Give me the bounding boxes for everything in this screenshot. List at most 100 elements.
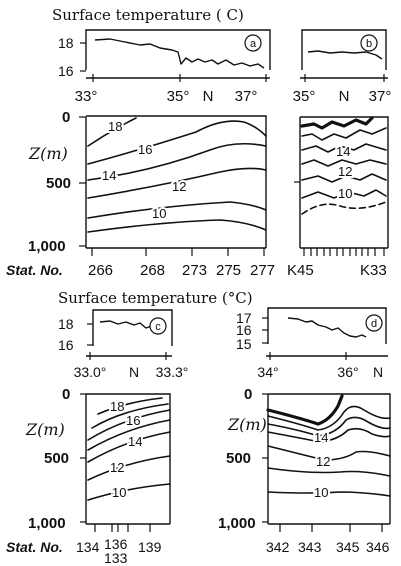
panel-d-isotherm-3 (267, 427, 391, 443)
panel-b-depth-section: 14 12 10 (294, 116, 389, 248)
panel-d-badge-label: d (371, 318, 377, 330)
panel-c-station-label-139: 139 (138, 539, 162, 555)
panel-c-depth-section: 0 Z(m) 500 1,000 18 16 14 12 10 (25, 386, 171, 532)
panel-d-isotherm-10 (267, 491, 391, 497)
panel-d-station-label-343: 343 (298, 539, 322, 555)
panel-d-lon-label-n: N (373, 364, 383, 380)
panel-b-badge-label: b (366, 38, 372, 50)
panel-d-contour-label-12: 12 (316, 454, 330, 469)
panel-a-station-axis: Stat. No. 266 268 273 275 277 (6, 247, 275, 279)
panel-b-surface-strip: b (301, 29, 387, 70)
panel-d-surface-frame (267, 307, 387, 344)
panel-b-isotherm-2 (301, 143, 387, 153)
panel-c-contour-label-10: 10 (112, 485, 126, 500)
panel-c-depth-label-1000: 1,000 (28, 515, 66, 532)
panel-d-surface-label-15: 15 (236, 336, 252, 352)
panel-d-contour-label-14: 14 (314, 430, 328, 445)
panel-a-contour-label-18: 18 (108, 119, 122, 134)
panel-b-lon-label-35: 35° (293, 88, 316, 105)
panel-d-isotherm-12 (267, 445, 391, 461)
panel-a-surface-label-16: 16 (58, 63, 74, 79)
panel-a-isotherm-10a (87, 201, 267, 219)
panel-c-surface-temperature-trace (99, 320, 159, 329)
panel-d-surface-label-17: 17 (236, 310, 252, 326)
panel-a-contour-label-12: 12 (172, 179, 186, 194)
panel-c-station-axis-title: Stat. No. (6, 539, 63, 555)
panel-b-badge (360, 34, 378, 52)
panel-c-surface-label-16: 16 (58, 337, 74, 353)
panel-d-isotherm-surface (266, 394, 344, 426)
panel-a-station-label-266: 266 (88, 262, 113, 279)
panel-d-depth-label-0: 0 (244, 386, 252, 403)
panel-c-station-label-133: 133 (104, 550, 128, 566)
panel-a-isotherm-14 (87, 142, 267, 181)
panel-d-isotherm-2 (267, 416, 391, 437)
panel-a-surface-frame (85, 29, 271, 70)
panel-c-section-frame (85, 393, 171, 524)
panel-a-lon-label-33: 33° (75, 88, 98, 105)
panel-a-longitude-axis: 33° 35° N 37° (75, 74, 270, 105)
panel-d-badge (365, 314, 383, 332)
panel-c-station-label-136: 136 (104, 536, 128, 552)
panel-a-surface-label-18: 18 (58, 35, 74, 51)
panel-a-isotherm-16 (87, 120, 267, 165)
panel-b-isotherm-4 (301, 173, 387, 183)
panel-b-isotherm-3 (301, 159, 387, 167)
panel-a-station-label-277: 277 (250, 262, 275, 279)
panel-c-lon-label-33-3: 33.3° (156, 364, 189, 380)
panel-a-lon-label-35: 35° (167, 88, 190, 105)
panel-c-badge-label: c (155, 321, 161, 333)
panel-a-station-label-275: 275 (216, 262, 241, 279)
panel-a-station-axis-title: Stat. No. (6, 262, 63, 278)
panel-a-station-label-268: 268 (140, 262, 165, 279)
panel-c-isotherm-15 (87, 419, 171, 451)
panel-d-isotherm-11 (267, 467, 391, 477)
panel-c-longitude-axis: 33.0° N 33.3° (74, 352, 189, 380)
panel-d-depth-section: 0 Z(m) 500 1,000 14 12 10 (218, 386, 391, 532)
panel-c-surface-frame (92, 309, 173, 346)
panel-a-depth-section: 0 Z(m) 500 1,000 18 16 14 12 10 (28, 109, 267, 255)
panel-a-lon-label-37: 37° (235, 88, 258, 105)
panel-c-surface-label-18: 18 (58, 316, 74, 332)
panel-d-station-label-345: 345 (336, 539, 360, 555)
panel-a-lon-label-n: N (203, 88, 214, 105)
panel-a-contour-label-16: 16 (138, 142, 152, 157)
panel-c-badge (149, 317, 167, 335)
panel-c-isotherm-14 (87, 431, 171, 463)
panel-a-depth-label-0: 0 (62, 109, 70, 126)
panel-b-station-label-k45: K45 (287, 262, 314, 279)
panel-b-station-axis: K45 K33 (287, 247, 388, 279)
panel-a-badge (244, 34, 262, 52)
panel-a-station-label-273: 273 (182, 262, 207, 279)
panel-b-contour-label-14: 14 (336, 144, 350, 159)
panel-d-depth-label-1000: 1,000 (218, 515, 256, 532)
panel-b-surface-temperature-trace (307, 50, 383, 60)
panel-d-surface-strip: 17 16 15 d (236, 307, 387, 352)
panel-a-isotherm-10b (87, 219, 267, 233)
panel-d-lon-label-36: 36° (337, 364, 358, 380)
panel-c-contour-label-14: 14 (128, 434, 142, 449)
panel-a-surface-temperature-trace (94, 38, 265, 69)
panel-d-depth-label-500: 500 (226, 450, 251, 467)
panel-c-station-label-134: 134 (76, 539, 100, 555)
panel-c-depth-axis-title: Z(m) (25, 420, 65, 439)
panel-c: 18 16 c 33.0° N 33.3° 0 Z(m) 500 1,000 (6, 309, 189, 566)
panel-c-station-axis: Stat. No. 134 136 133 139 (6, 523, 170, 566)
panel-a-depth-label-500: 500 (46, 175, 71, 192)
panel-a-isotherm-18 (87, 117, 137, 147)
panel-b-contour-label-12: 12 (338, 164, 352, 179)
panel-b: b 35° N 37° 14 12 10 (287, 29, 391, 279)
panel-c-isotherm-18 (97, 397, 163, 415)
panel-c-contour-label-18: 18 (110, 399, 124, 414)
panel-a: 18 16 a 33° 35° N 37° 0 Z(m) 500 (6, 29, 275, 279)
panel-b-isotherm-5 (301, 189, 387, 199)
panel-b-station-ticks (303, 248, 385, 256)
panel-b-surface-frame (301, 29, 387, 70)
panel-c-isotherm-12 (87, 455, 171, 481)
panel-b-longitude-axis: 35° N 37° (293, 74, 391, 105)
panel-d-station-axis: 342 343 345 346 (266, 523, 390, 555)
panel-c-isotherm-17 (91, 403, 169, 429)
panel-d-longitude-axis: 34° 36° N (257, 352, 388, 380)
panel-d-surface-label-16: 16 (236, 322, 252, 338)
